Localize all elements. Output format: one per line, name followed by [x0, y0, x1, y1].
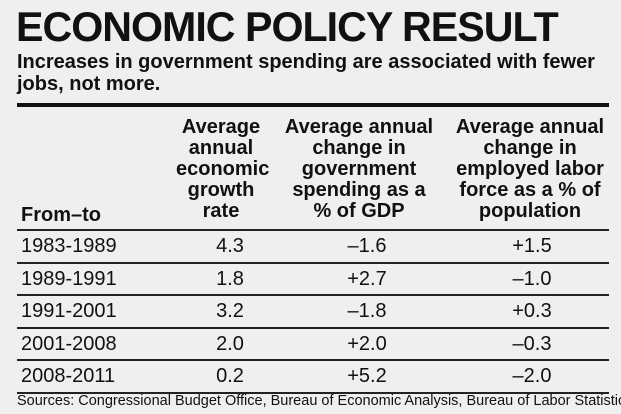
cell-growth: 0.2 [216, 365, 244, 387]
table-row: 1991-2001 3.2 –1.8 +0.3 [17, 294, 609, 326]
column-header-growth: Average annual economic growth rate [176, 116, 270, 222]
cell-growth: 3.2 [216, 300, 244, 322]
column-header-employment: Average annual change in employed labor … [455, 116, 605, 222]
chart-subtitle: Increases in government spending are ass… [17, 51, 595, 95]
cell-employment: +1.5 [512, 235, 552, 257]
table-row: 1989-1991 1.8 +2.7 –1.0 [17, 261, 609, 294]
cell-period: 1989-1991 [21, 267, 117, 290]
cell-employment: +0.3 [512, 300, 552, 322]
table-bottom-rule [17, 391, 609, 394]
cell-spending: +2.7 [347, 267, 387, 290]
chart-title: ECONOMIC POLICY RESULT [16, 3, 559, 50]
row-divider [17, 294, 609, 296]
cell-period: 2008-2011 [21, 365, 116, 387]
cell-period: 1991-2001 [21, 300, 117, 322]
cell-spending: –1.8 [347, 300, 387, 322]
cell-employment: –2.0 [512, 365, 552, 387]
row-divider [17, 261, 609, 264]
table-row: 2008-2011 0.2 +5.2 –2.0 [17, 359, 609, 391]
row-divider [17, 229, 609, 231]
column-header-period: From–to [21, 204, 101, 226]
cell-period: 1983-1989 [21, 235, 117, 257]
row-divider [17, 359, 609, 361]
cell-spending: –1.6 [347, 235, 387, 257]
table-row: 1983-1989 4.3 –1.6 +1.5 [17, 229, 609, 261]
cell-spending: +2.0 [347, 332, 387, 355]
cell-growth: 2.0 [216, 332, 244, 355]
cell-employment: –1.0 [512, 267, 552, 290]
table-row: 2001-2008 2.0 +2.0 –0.3 [17, 326, 609, 359]
row-divider [17, 326, 609, 329]
column-header-spending: Average annual change in government spen… [284, 116, 434, 222]
cell-employment: –0.3 [512, 332, 552, 355]
cell-spending: +5.2 [347, 365, 387, 387]
source-note: Sources: Congressional Budget Office, Bu… [17, 393, 621, 409]
cell-growth: 1.8 [216, 267, 244, 290]
row-divider [17, 391, 609, 394]
header-rule [17, 103, 609, 107]
cell-period: 2001-2008 [21, 332, 117, 355]
cell-growth: 4.3 [216, 235, 244, 257]
